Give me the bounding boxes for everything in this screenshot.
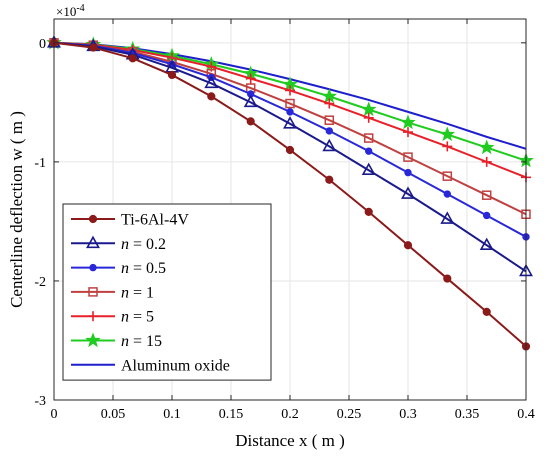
data-point (285, 85, 295, 96)
axes: 0 0.05 0.1 0.15 0.2 0.25 0.3 0.35 0.4 0 -1 -2 -3 (34, 18, 535, 422)
legend-entry: Aluminum oxide (71, 357, 230, 374)
data-point (167, 70, 177, 80)
y-tick-label: -1 (34, 156, 46, 171)
data-point (481, 190, 492, 200)
legend-marker (86, 235, 100, 249)
data-point (479, 237, 494, 251)
x-tick-label: 0.35 (455, 407, 480, 422)
data-point (286, 108, 294, 116)
data-point (483, 211, 491, 220)
data-point (443, 274, 452, 283)
data-point (89, 43, 98, 52)
data-point (204, 75, 219, 89)
y-tick-label: -2 (34, 275, 46, 290)
data-point (482, 307, 491, 316)
legend-marker (89, 263, 97, 272)
legend-label: n = 0.5 (121, 260, 166, 277)
data-point (283, 116, 297, 129)
x-axis-label: Distance x ( m ) (235, 431, 345, 450)
legend-entry: n = 15 (71, 332, 162, 350)
legend-marker (88, 214, 98, 224)
data-point (207, 92, 216, 101)
legend-entry: n = 0.2 (71, 235, 166, 253)
data-point (363, 133, 374, 143)
data-point (243, 94, 258, 108)
data-point (324, 115, 335, 125)
data-point (363, 112, 374, 123)
legend-entry: n = 0.5 (71, 260, 166, 277)
data-point (478, 139, 495, 155)
data-point (403, 152, 413, 162)
data-point (442, 141, 453, 152)
data-point (403, 127, 413, 138)
data-point (365, 147, 373, 155)
x-tick-label: 0.4 (517, 407, 535, 422)
data-point (364, 207, 373, 216)
y-tick-label: -3 (34, 394, 46, 409)
x-tick-label: 0 (51, 407, 58, 422)
x-tick-label: 0.15 (219, 407, 244, 422)
data-point (481, 156, 492, 167)
data-point (285, 98, 295, 109)
data-point (322, 138, 337, 152)
data-point (246, 117, 255, 126)
x-tick-label: 0.2 (281, 407, 299, 422)
y-tick-label: 0 (39, 37, 46, 52)
legend-label: n = 5 (121, 309, 154, 326)
data-point (325, 175, 334, 184)
legend: Ti-6Al-4V n = 0.2 n = 0.5 n = 1 n = 5 n = 15 A… (62, 203, 272, 381)
data-point (442, 171, 453, 181)
y-axis-exponent: ×10-4 (56, 3, 85, 19)
legend-marker (88, 287, 98, 297)
legend-label: Aluminum oxide (121, 357, 230, 374)
data-point (324, 98, 335, 109)
data-point (443, 190, 451, 198)
legend-entry: n = 5 (71, 309, 154, 326)
data-point (440, 211, 455, 224)
x-tick-label: 0.25 (337, 407, 362, 422)
data-point (404, 168, 412, 177)
data-point (128, 54, 137, 63)
data-point (401, 186, 415, 199)
data-point (285, 145, 295, 155)
data-point (360, 101, 377, 117)
legend-entry: n = 1 (71, 284, 154, 301)
x-tick-label: 0.3 (399, 407, 417, 422)
data-point (400, 114, 416, 130)
data-point (245, 73, 256, 84)
legend-label: n = 1 (121, 284, 154, 301)
legend-marker (85, 332, 101, 348)
data-point (403, 241, 413, 250)
data-point (439, 126, 456, 142)
legend-label: Ti-6Al-4V (121, 212, 189, 229)
data-point (325, 127, 333, 135)
x-tick-label: 0.1 (163, 407, 181, 422)
y-axis-label: Centerline deflection w ( m ) (7, 111, 26, 308)
legend-label: n = 0.2 (121, 236, 166, 253)
legend-marker (88, 311, 98, 322)
legend-label: n = 15 (121, 333, 162, 350)
legend-entry: Ti-6Al-4V (71, 212, 189, 229)
data-point (361, 162, 376, 176)
x-tick-label: 0.05 (101, 407, 126, 422)
